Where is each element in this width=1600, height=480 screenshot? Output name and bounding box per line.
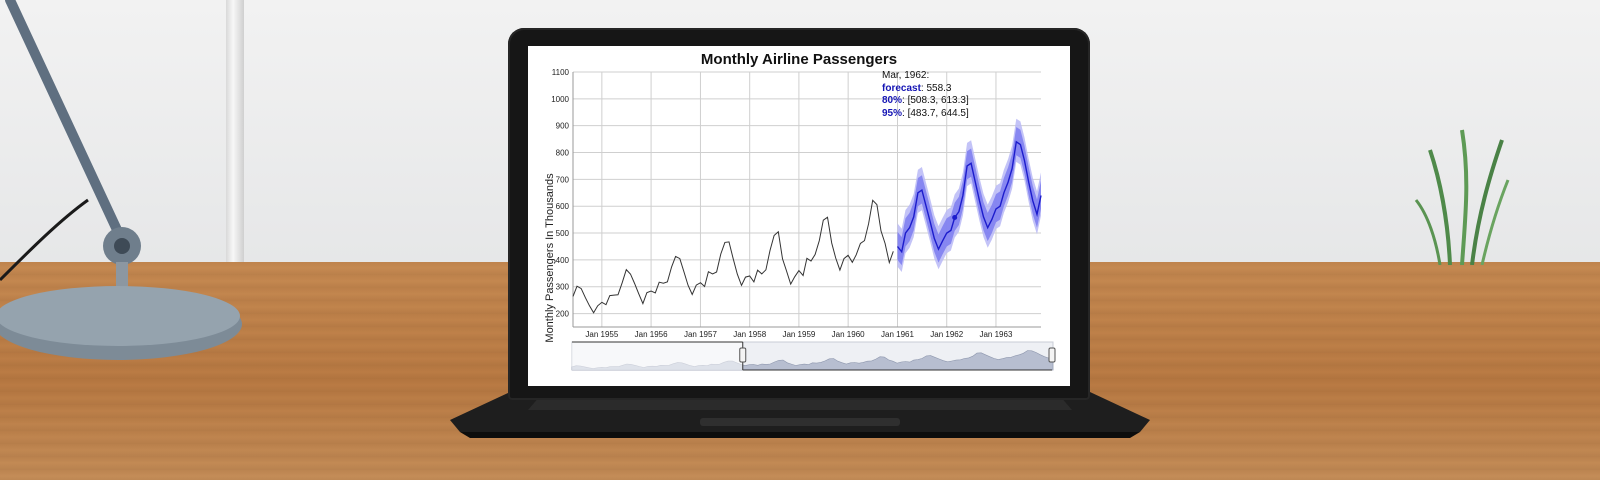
tooltip-ci80-value: [508.3, 613.3]	[907, 95, 969, 106]
navigator-right-handle[interactable]	[1048, 347, 1056, 363]
chart-title: Monthly Airline Passengers	[700, 51, 898, 68]
y-axis-label: Monthly Passengers In Thousands	[544, 173, 556, 343]
y-tick-label: 1000	[551, 95, 569, 104]
background-pillar	[226, 0, 244, 262]
observed-series-line	[572, 199, 894, 314]
forecast-series-line	[896, 140, 1042, 254]
laptop-screen: 200 300 400 500 600 700 800 900 1000 1100 Jan 195…	[528, 46, 1070, 386]
desk-lamp	[0, 0, 242, 360]
y-tick-label: 600	[556, 202, 570, 211]
y-tick-label: 500	[556, 229, 570, 238]
hover-point[interactable]	[952, 214, 958, 220]
x-tick-label: Jan 1958	[733, 330, 766, 339]
tooltip-ci80: 80%: [508.3, 613.3]	[882, 95, 969, 106]
y-tick-label: 1100	[552, 68, 570, 77]
y-tick-label: 400	[556, 256, 570, 265]
tooltip-ci95-value: [483.7, 644.5]	[907, 107, 969, 119]
x-tick-label: Jan 1962	[930, 330, 963, 339]
navigator-mask	[572, 342, 743, 370]
range-navigator[interactable]	[571, 341, 1056, 371]
navigator-left-handle[interactable]	[739, 347, 747, 363]
tooltip-date: Mar, 1962:	[882, 70, 930, 81]
tooltip-forecast-label: forecast	[882, 82, 921, 94]
x-tick-label: Jan 1957	[684, 330, 717, 339]
hover-tooltip: Mar, 1962: forecast: 558.3 80%: [508.3, …	[882, 70, 969, 120]
y-tick-label: 200	[556, 310, 570, 319]
chart-canvas: 200 300 400 500 600 700 800 900 1000 1100 Jan 195…	[551, 68, 1056, 371]
x-tick-label: Jan 1959	[782, 330, 815, 339]
tooltip-ci95: 95%: [483.7, 644.5]	[882, 107, 969, 119]
tooltip-forecast: forecast: 558.3	[882, 82, 952, 94]
tooltip-ci95-label: 95%	[882, 107, 903, 119]
x-tick-label: Jan 1960	[832, 330, 865, 339]
x-tick-label: Jan 1961	[881, 330, 914, 339]
tooltip-forecast-value: 558.3	[926, 82, 952, 94]
x-tick-label: Jan 1956	[635, 330, 668, 339]
y-tick-label: 300	[556, 283, 570, 292]
ci80-band	[897, 127, 1041, 266]
y-tick-label: 900	[556, 122, 570, 131]
x-tick-label: Jan 1963	[979, 330, 1012, 339]
y-tick-label: 700	[556, 175, 570, 184]
y-tick-label: 800	[556, 149, 570, 158]
x-tick-label: Jan 1955	[585, 330, 618, 339]
potted-plant	[1414, 129, 1510, 265]
tooltip-ci80-label: 80%	[882, 95, 903, 106]
